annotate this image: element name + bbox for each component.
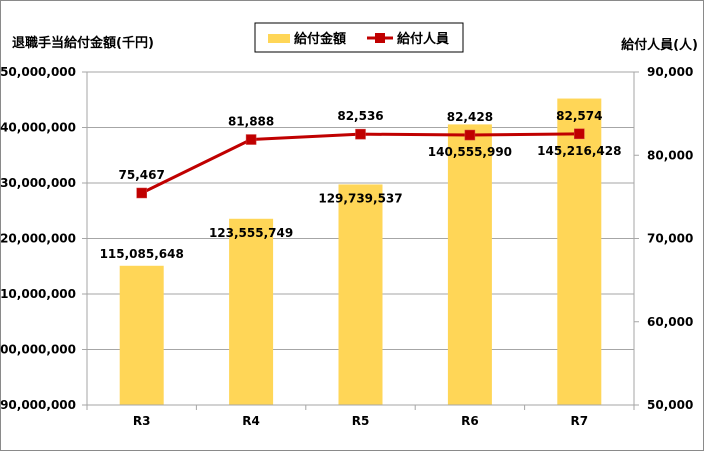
line-data-label: 82,428 <box>447 110 493 124</box>
bar-data-label: 140,555,990 <box>428 145 512 159</box>
legend-bar-swatch <box>268 34 290 43</box>
line-marker <box>245 134 257 145</box>
bar-data-label: 129,739,537 <box>318 191 402 205</box>
left-tick-label: 90,000,000 <box>0 398 76 412</box>
x-tick-label: R5 <box>352 414 370 428</box>
bar <box>557 98 602 405</box>
left-tick-label: 150,000,000 <box>0 65 76 79</box>
bar-data-label: 123,555,749 <box>209 226 293 240</box>
right-tick-label: 50,000 <box>647 398 693 412</box>
x-tick-label: R7 <box>571 414 589 428</box>
left-tick-label: 110,000,000 <box>0 287 76 301</box>
data-labels: 115,085,648 75,467 123,555,749 81,888 129,73… <box>100 109 622 261</box>
line-data-label: 81,888 <box>228 115 274 129</box>
x-tick-label: R4 <box>242 414 260 428</box>
line-marker <box>574 128 585 140</box>
right-tick-label: 60,000 <box>647 315 693 329</box>
legend-bar-label: 給付金額 <box>294 31 346 47</box>
left-tick-label: 120,000,000 <box>0 232 76 246</box>
right-tick-label: 80,000 <box>647 148 693 162</box>
line-marker <box>464 129 476 141</box>
bar-data-label: 145,216,428 <box>537 144 621 158</box>
x-tick-label: R3 <box>133 414 151 428</box>
series-line <box>141 132 580 195</box>
bar <box>447 124 492 406</box>
legend: 給付金額 給付人員 <box>254 22 464 53</box>
legend-line-label: 給付人員 <box>397 31 449 47</box>
line-data-label: 82,536 <box>337 109 383 123</box>
right-axis-title: 給付人員(人) <box>621 37 698 53</box>
x-tick-label: R6 <box>461 414 479 428</box>
right-tick-label: 70,000 <box>647 232 693 246</box>
line-series <box>136 128 585 199</box>
line-data-label: 82,574 <box>556 109 602 123</box>
right-tick-label: 90,000 <box>647 65 693 79</box>
line-data-label: 75,467 <box>119 168 165 182</box>
left-tick-label: 130,000,000 <box>0 176 76 190</box>
bar <box>338 184 383 405</box>
bar <box>119 265 164 405</box>
line-marker <box>136 187 147 199</box>
bar-data-label: 115,085,648 <box>100 247 184 261</box>
left-tick-label: 140,000,000 <box>0 121 76 135</box>
bars <box>119 98 602 406</box>
axes: 90,000,000 100,000,000 110,000,000 120,000,… <box>0 65 693 428</box>
legend-line-marker <box>375 33 385 43</box>
bar <box>229 218 274 405</box>
line-marker <box>355 128 366 140</box>
left-tick-label: 100,000,000 <box>0 343 76 357</box>
left-axis-title: 退職手当給付金額(千円) <box>12 35 154 51</box>
